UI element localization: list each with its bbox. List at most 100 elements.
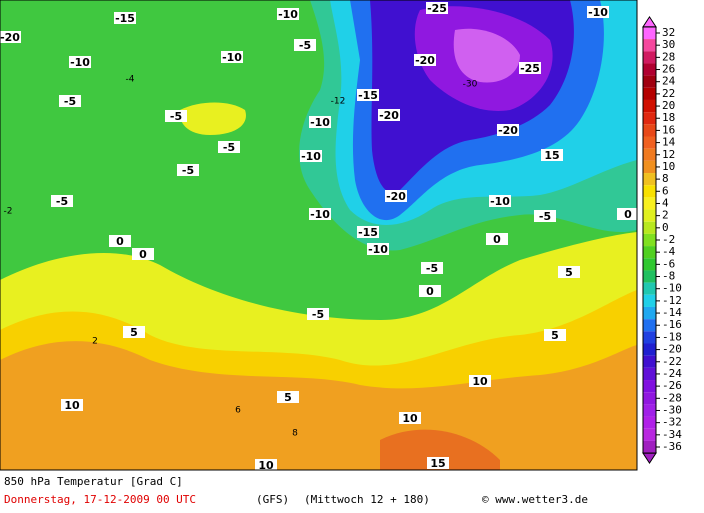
legend-label: -30 bbox=[662, 403, 682, 416]
contour-label: -5 bbox=[426, 262, 438, 275]
legend-label: 10 bbox=[662, 160, 675, 173]
legend-swatch bbox=[643, 282, 656, 295]
legend-label: -16 bbox=[662, 318, 682, 331]
contour-label: -30 bbox=[463, 80, 478, 90]
label-box bbox=[294, 39, 316, 51]
legend-label: 6 bbox=[662, 184, 669, 197]
legend-swatch bbox=[643, 294, 656, 307]
label-box bbox=[367, 243, 389, 255]
contour-label: -10 bbox=[278, 8, 298, 21]
label-box bbox=[51, 195, 73, 207]
legend-swatch bbox=[643, 343, 656, 356]
legend-label: 2 bbox=[662, 209, 669, 222]
legend-label: -14 bbox=[662, 306, 682, 319]
contour-label: 5 bbox=[130, 326, 138, 339]
legend-label: -26 bbox=[662, 379, 682, 392]
legend-label: 0 bbox=[662, 221, 669, 234]
contour-label: -5 bbox=[539, 210, 551, 223]
contour-label: 5 bbox=[551, 329, 559, 342]
label-box bbox=[385, 190, 407, 202]
label-box bbox=[277, 391, 299, 403]
legend-swatch bbox=[643, 440, 656, 454]
contour-label: -5 bbox=[56, 195, 68, 208]
legend-label: -10 bbox=[662, 282, 682, 295]
legend-swatch bbox=[643, 112, 656, 125]
label-box bbox=[497, 124, 519, 136]
legend-swatch bbox=[643, 51, 656, 64]
legend-label: 16 bbox=[662, 123, 675, 136]
label-box bbox=[534, 210, 556, 222]
legend-swatch bbox=[643, 209, 656, 222]
legend-swatch bbox=[643, 246, 656, 259]
contour-label: -5 bbox=[223, 141, 235, 154]
legend-label: -18 bbox=[662, 330, 682, 343]
contour-label: 0 bbox=[426, 285, 434, 298]
label-box bbox=[309, 116, 331, 128]
contour-label: -5 bbox=[299, 39, 311, 52]
legend-swatch bbox=[643, 319, 656, 332]
contour-label: 0 bbox=[116, 235, 124, 248]
contour-label: -10 bbox=[222, 51, 242, 64]
label-box bbox=[426, 2, 448, 14]
contour-label: -20 bbox=[0, 31, 20, 44]
label-box bbox=[61, 399, 83, 411]
legend-swatch bbox=[643, 258, 656, 271]
contour-label: -5 bbox=[64, 95, 76, 108]
label-box bbox=[421, 262, 443, 274]
legend-swatch bbox=[643, 185, 656, 198]
footer: 850 hPa Temperatur [Grad C] Donnerstag, … bbox=[4, 475, 588, 506]
label-box bbox=[309, 208, 331, 220]
label-box bbox=[486, 233, 508, 245]
legend-swatch bbox=[643, 306, 656, 320]
contour-label: 0 bbox=[624, 208, 632, 221]
contour-label: -20 bbox=[379, 109, 399, 122]
legend-label: 8 bbox=[662, 172, 669, 185]
legend-swatch bbox=[643, 124, 656, 137]
legend-label: -2 bbox=[662, 233, 675, 246]
legend-swatch bbox=[643, 392, 656, 405]
legend-label: -6 bbox=[662, 257, 675, 270]
legend-swatch bbox=[643, 233, 656, 247]
color-legend: 32302826242220181614121086420-2-4-6-8-10… bbox=[642, 15, 682, 465]
contour-label: -25 bbox=[520, 62, 540, 75]
legend-label: 30 bbox=[662, 38, 675, 51]
contour-label: -10 bbox=[310, 208, 330, 221]
legend-swatch bbox=[643, 331, 656, 344]
label-box bbox=[617, 208, 639, 220]
legend-swatch bbox=[643, 160, 656, 174]
legend-label: 24 bbox=[662, 75, 676, 88]
legend-swatch bbox=[643, 99, 656, 113]
legend-label: 28 bbox=[662, 50, 675, 63]
contour-label: -5 bbox=[170, 110, 182, 123]
legend-swatch bbox=[643, 270, 656, 283]
label-box bbox=[414, 54, 436, 66]
contour-label: 2 bbox=[92, 337, 98, 347]
contour-label: -10 bbox=[301, 150, 321, 163]
label-box bbox=[218, 141, 240, 153]
label-box bbox=[109, 235, 131, 247]
contour-label: -15 bbox=[358, 89, 378, 102]
contour-label: 5 bbox=[284, 391, 292, 404]
legend-label: -20 bbox=[662, 343, 682, 356]
legend-bottom-arrow bbox=[642, 452, 657, 465]
label-box bbox=[165, 110, 187, 122]
legend-label: -34 bbox=[662, 428, 682, 441]
legend-label: -22 bbox=[662, 355, 682, 368]
legend-frame bbox=[642, 26, 657, 454]
contour-label: -12 bbox=[331, 97, 346, 107]
label-box bbox=[123, 326, 145, 338]
contour-label: -2 bbox=[4, 207, 13, 217]
contour-label: 10 bbox=[402, 412, 418, 425]
legend-swatch bbox=[643, 404, 656, 417]
contour-label: 8 bbox=[292, 429, 298, 439]
contour-label: 5 bbox=[565, 266, 573, 279]
legend-label: -8 bbox=[662, 270, 675, 283]
legend-label: 22 bbox=[662, 87, 675, 100]
contour-label: -25 bbox=[427, 2, 447, 15]
contour-label: 10 bbox=[258, 459, 274, 472]
label-box bbox=[357, 226, 379, 238]
legend-label: -28 bbox=[662, 391, 682, 404]
label-box bbox=[307, 308, 329, 320]
contour-label: -15 bbox=[115, 12, 135, 25]
